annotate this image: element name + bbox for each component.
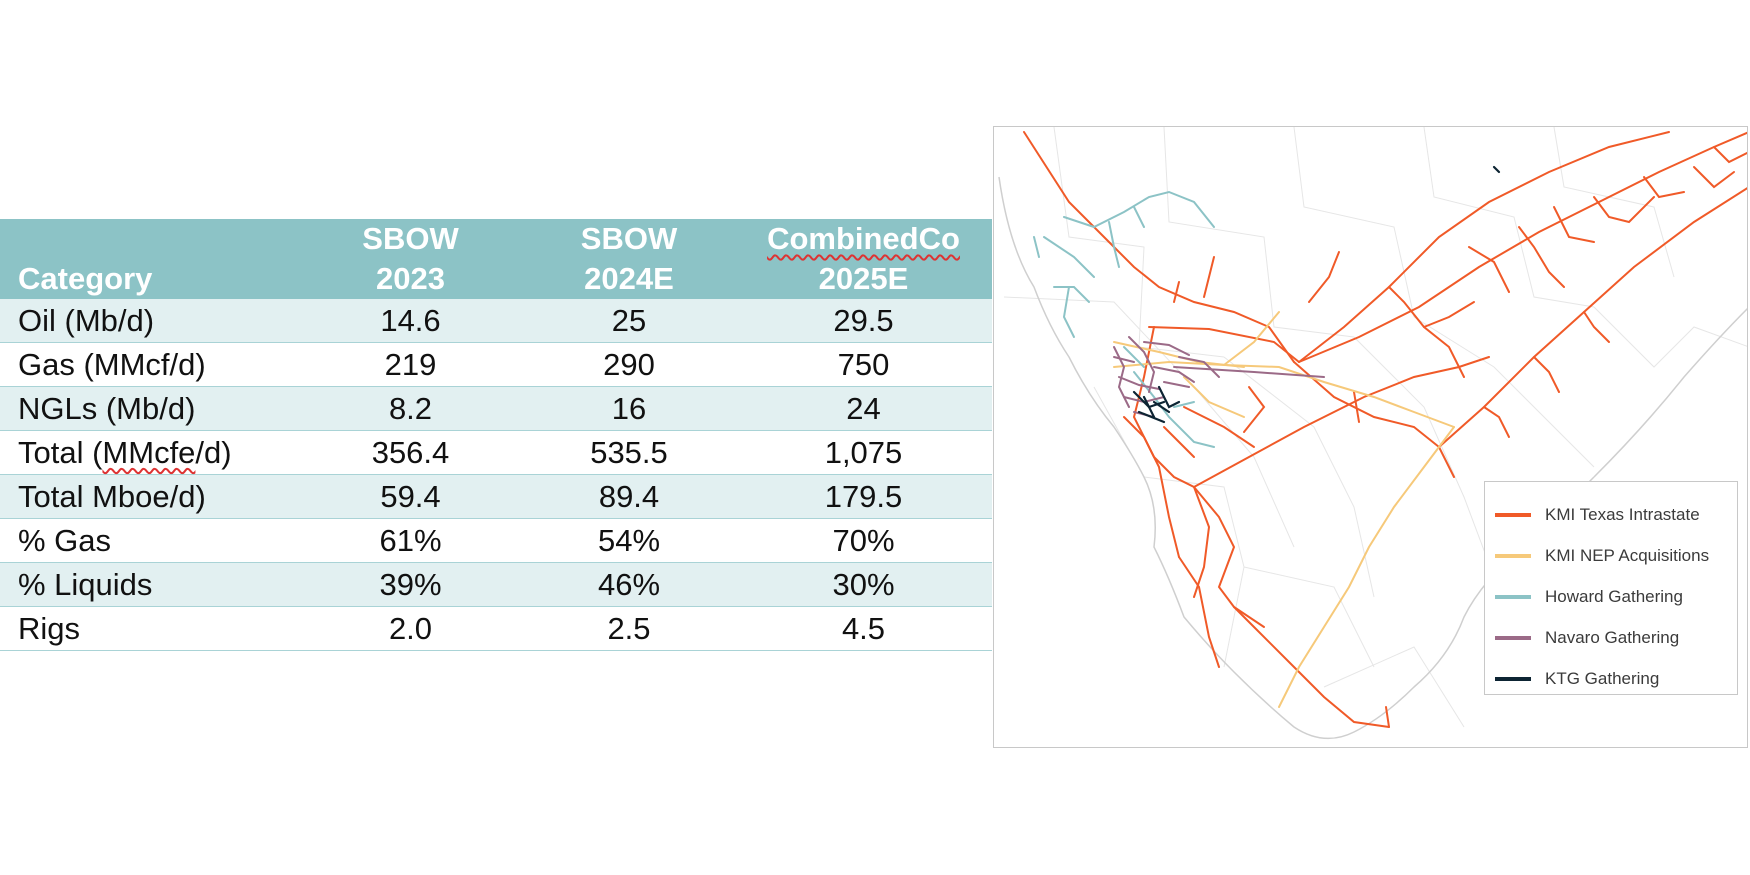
cell-sbow-2024e: 290	[523, 342, 735, 387]
cell-sbow-2023: 59.4	[298, 474, 523, 519]
cell-sbow-2023: 61%	[298, 518, 523, 563]
cell-combinedco-2025e: 29.5	[735, 299, 992, 343]
cell-combinedco-2025e: 750	[735, 342, 992, 387]
row-label: NGLs (Mb/d)	[0, 386, 298, 431]
cell-sbow-2024e: 89.4	[523, 474, 735, 519]
cell-combinedco-2025e: 1,075	[735, 430, 992, 475]
legend-swatch-teal	[1495, 595, 1531, 599]
pipeline-map-panel: KMI Texas Intrastate KMI NEP Acquisition…	[993, 126, 1748, 748]
legend-swatch-navy	[1495, 677, 1531, 681]
howard-gathering-lines	[1033, 190, 1215, 448]
kmi-texas-intrastate-lines	[1023, 131, 1747, 728]
legend-label: Navaro Gathering	[1545, 628, 1680, 647]
cell-sbow-2024e: 2.5	[523, 606, 735, 651]
legend-swatch-mauve	[1495, 636, 1531, 640]
row-label: % Gas	[0, 518, 298, 563]
table-row-rigs: Rigs 2.0 2.5 4.5	[0, 606, 992, 651]
cell-sbow-2024e: 25	[523, 299, 735, 343]
cell-combinedco-2025e: 24	[735, 386, 992, 431]
cell-sbow-2023: 219	[298, 342, 523, 387]
ktg-gathering-lines	[1132, 165, 1501, 424]
cell-sbow-2023: 14.6	[298, 299, 523, 343]
cell-sbow-2024e: 16	[523, 386, 735, 431]
table-header-row: Category SBOW 2023 SBOW 2024E CombinedCo 20…	[0, 219, 992, 299]
table-row-pct-liquids: % Liquids 39% 46% 30%	[0, 562, 992, 607]
header-sbow-2023: SBOW 2023	[298, 219, 523, 299]
header-combinedco-2025e: CombinedCo 2025E	[735, 219, 992, 299]
table-row-pct-gas: % Gas 61% 54% 70%	[0, 518, 992, 563]
table-row-ngls: NGLs (Mb/d) 8.2 16 24	[0, 386, 992, 431]
cell-sbow-2023: 8.2	[298, 386, 523, 431]
legend-label: KMI Texas Intrastate	[1545, 505, 1700, 524]
navaro-gathering-lines	[1113, 336, 1325, 418]
cell-sbow-2023: 39%	[298, 562, 523, 607]
legend-label: KMI NEP Acquisitions	[1545, 546, 1710, 565]
production-summary-table: Category SBOW 2023 SBOW 2024E CombinedCo 20…	[0, 219, 992, 651]
coastline	[998, 176, 1747, 740]
row-label: Total Mboe/d)	[0, 474, 298, 519]
legend-item-kmi-texas-intrastate: KMI Texas Intrastate	[1495, 500, 1735, 530]
row-label: Gas (MMcf/d)	[0, 342, 298, 387]
header-category: Category	[0, 219, 298, 299]
cell-sbow-2023: 356.4	[298, 430, 523, 475]
row-label: % Liquids	[0, 562, 298, 607]
cell-sbow-2023: 2.0	[298, 606, 523, 651]
legend-item-navaro-gathering: Navaro Gathering	[1495, 623, 1735, 653]
table-row-gas: Gas (MMcf/d) 219 290 750	[0, 342, 992, 387]
table-row-oil: Oil (Mb/d) 14.6 25 29.5	[0, 299, 992, 343]
legend-swatch-yellow	[1495, 554, 1531, 558]
cell-combinedco-2025e: 4.5	[735, 606, 992, 651]
row-label: Total (MMcfe/d)	[0, 430, 298, 475]
table-row-total-mboe: Total Mboe/d) 59.4 89.4 179.5	[0, 474, 992, 519]
row-label: Oil (Mb/d)	[0, 299, 298, 343]
header-sbow-2024e: SBOW 2024E	[523, 219, 735, 299]
cell-combinedco-2025e: 70%	[735, 518, 992, 563]
table-row-total-mmcfe: Total (MMcfe/d) 356.4 535.5 1,075	[0, 430, 992, 475]
legend-item-ktg-gathering: KTG Gathering	[1495, 664, 1735, 694]
row-label: Rigs	[0, 606, 298, 651]
legend-item-kmi-nep-acquisitions: KMI NEP Acquisitions	[1495, 541, 1735, 571]
cell-sbow-2024e: 535.5	[523, 430, 735, 475]
legend-swatch-orange	[1495, 513, 1531, 517]
kmi-nep-acquisitions-lines	[1113, 311, 1455, 708]
map-legend: KMI Texas Intrastate KMI NEP Acquisition…	[1484, 481, 1738, 695]
cell-sbow-2024e: 54%	[523, 518, 735, 563]
legend-label: KTG Gathering	[1545, 669, 1660, 688]
legend-item-howard-gathering: Howard Gathering	[1495, 582, 1735, 612]
cell-combinedco-2025e: 30%	[735, 562, 992, 607]
cell-combinedco-2025e: 179.5	[735, 474, 992, 519]
legend-label: Howard Gathering	[1545, 587, 1683, 606]
cell-sbow-2024e: 46%	[523, 562, 735, 607]
pipeline-map	[998, 127, 1747, 740]
